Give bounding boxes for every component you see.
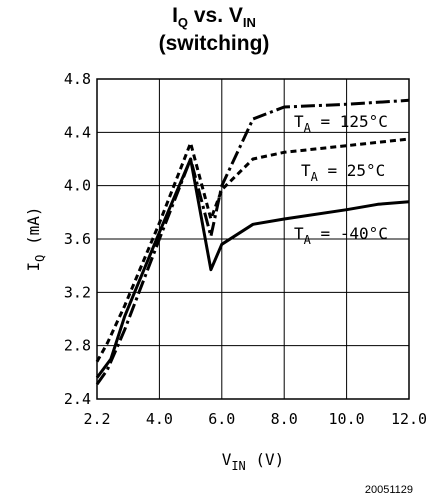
series-25-rest: = 25°C (318, 161, 385, 180)
series-label-25c: TA = 25°C (301, 161, 385, 184)
series-25-t: T (301, 161, 311, 180)
series-m40-t: T (294, 224, 304, 243)
plot-frame (96, 78, 410, 400)
series-lines (95, 98, 410, 386)
y-tick-label: 3.6 (64, 230, 91, 248)
figure-id: 20051129 (365, 484, 413, 496)
series-25-sub: A (311, 170, 319, 184)
x-tick-label: 4.0 (146, 410, 173, 428)
title-i: I (172, 4, 178, 27)
grid (97, 79, 409, 399)
x-tick-label: 2.2 (83, 410, 110, 428)
series-label-minus40c: TA = -40°C (294, 224, 388, 247)
series-125-sub: A (304, 121, 312, 135)
title-q-sub: Q (178, 15, 188, 30)
x-axis-label: VIN (V) (222, 450, 285, 473)
y-tick-label: 4.0 (64, 177, 91, 195)
y-axis-label: IQ (mA) (24, 206, 47, 271)
series-line-125c (95, 98, 410, 386)
series-line-25c (95, 137, 410, 363)
y-label-main: I (24, 262, 43, 272)
y-label-unit: (mA) (24, 206, 43, 254)
y-label-sub: Q (33, 255, 47, 262)
title-vs-v: vs. V (188, 4, 243, 27)
series-line-minus40c (95, 157, 410, 379)
series-125-rest: = 125°C (311, 112, 388, 131)
x-tick-label: 6.0 (208, 410, 235, 428)
chart-title-line1: IQ vs. VIN (172, 4, 256, 30)
x-tick-label: 8.0 (271, 410, 298, 428)
series-m40-sub: A (304, 233, 312, 247)
y-tick-label: 2.4 (64, 390, 91, 408)
x-tick-label: 12.0 (391, 410, 427, 428)
series-label-125c: TA = 125°C (294, 112, 388, 135)
y-tick-label: 2.8 (64, 337, 91, 355)
title-in-sub: IN (243, 15, 256, 30)
x-tick-label: 10.0 (329, 410, 365, 428)
y-tick-label: 4.8 (64, 70, 91, 88)
x-label-main: V (222, 450, 232, 469)
x-label-sub: IN (231, 459, 245, 473)
chart-title-line2: (switching) (159, 32, 270, 55)
x-label-unit: (V) (246, 450, 285, 469)
y-tick-label: 4.4 (64, 123, 91, 141)
y-tick-label: 3.2 (64, 283, 91, 301)
tick-labels: 2.2 4.0 6.0 8.0 10.0 12.0 2.4 2.8 3.2 3.6 4.0 4.4 4.… (64, 70, 427, 428)
series-m40-rest: = -40°C (311, 224, 388, 243)
series-125-t: T (294, 112, 304, 131)
